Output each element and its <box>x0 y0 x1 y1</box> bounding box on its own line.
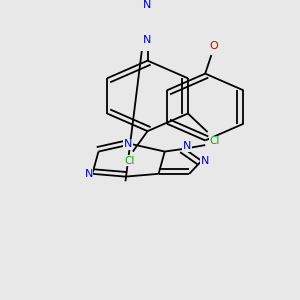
Text: N: N <box>201 156 209 166</box>
Text: N: N <box>124 139 132 149</box>
Text: O: O <box>209 41 218 51</box>
Text: N: N <box>143 0 152 10</box>
Text: N: N <box>143 35 152 45</box>
Text: N: N <box>183 141 191 151</box>
Text: Cl: Cl <box>124 156 134 166</box>
Text: Cl: Cl <box>210 136 220 146</box>
Text: N: N <box>85 169 93 179</box>
